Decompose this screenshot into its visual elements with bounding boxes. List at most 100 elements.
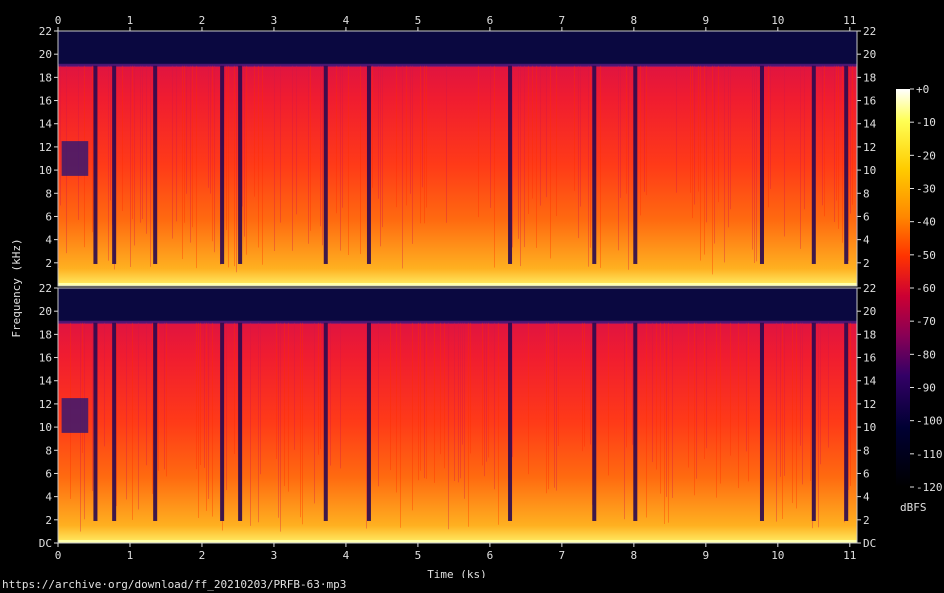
texture-streak [704, 65, 705, 255]
texture-streak [792, 322, 793, 504]
texture-streak [486, 322, 487, 462]
y-tick-label: 8 [45, 444, 52, 457]
quiet-segment [153, 65, 158, 264]
texture-streak [60, 65, 61, 206]
texture-streak [770, 65, 771, 189]
quiet-segment [366, 65, 371, 264]
texture-streak [796, 322, 797, 509]
texture-streak [646, 65, 647, 196]
y-tick-label: DC [863, 537, 876, 550]
texture-streak [226, 65, 227, 230]
quiet-segment [759, 65, 764, 264]
x-tick-label: 9 [703, 549, 710, 562]
texture-streak [640, 65, 641, 216]
texture-streak [512, 65, 513, 248]
texture-streak [546, 322, 547, 494]
quiet-segment [633, 322, 638, 521]
x-tick-label: 3 [271, 549, 278, 562]
texture-streak [234, 65, 235, 267]
texture-streak [182, 65, 183, 260]
texture-streak [130, 65, 131, 267]
texture-streak [412, 65, 413, 244]
texture-streak [292, 65, 293, 251]
texture-streak [132, 322, 133, 520]
x-tick-label: 2 [199, 549, 206, 562]
texture-streak [234, 322, 235, 454]
texture-streak [420, 65, 421, 224]
texture-streak [196, 322, 197, 470]
texture-streak [752, 65, 753, 250]
texture-streak [152, 322, 153, 494]
texture-streak [250, 322, 251, 526]
colorbar-tick-label: -100 [916, 415, 943, 428]
texture-streak [780, 322, 781, 477]
texture-streak [512, 322, 513, 458]
y-tick-label: 10 [39, 164, 52, 177]
texture-streak [380, 65, 381, 247]
energy-band-ch2 [58, 322, 857, 543]
texture-streak [518, 65, 519, 239]
texture-streak [164, 322, 165, 470]
texture-streak [262, 65, 263, 265]
colorbar-tick-label: -50 [916, 249, 936, 262]
quiet-segment [323, 65, 328, 264]
texture-streak [810, 322, 811, 481]
y-tick-label: 20 [39, 48, 52, 61]
texture-streak [204, 322, 205, 468]
y-tick-label: 14 [863, 375, 877, 388]
quiet-segment [93, 322, 98, 521]
texture-streak [336, 65, 337, 214]
texture-streak [558, 322, 559, 446]
colorbar-tick-label: +0 [916, 83, 929, 96]
texture-streak [462, 322, 463, 445]
texture-streak [696, 322, 697, 479]
texture-streak [236, 65, 237, 273]
texture-streak [296, 65, 297, 215]
colorbar-label: dBFS [900, 501, 927, 514]
texture-streak [668, 322, 669, 523]
y-tick-label: 6 [863, 467, 870, 480]
texture-streak [212, 322, 213, 517]
quiet-segment [220, 65, 225, 264]
quiet-segment [811, 65, 816, 264]
y-tick-label: 20 [863, 48, 876, 61]
texture-streak [656, 322, 657, 470]
dc-band-ch2 [58, 540, 857, 543]
texture-streak [348, 65, 349, 255]
texture-streak [850, 322, 851, 486]
y-tick-label: 20 [863, 305, 876, 318]
texture-streak [838, 65, 839, 229]
texture-streak [310, 65, 311, 231]
texture-streak [756, 65, 757, 262]
texture-streak [228, 65, 229, 268]
texture-streak [548, 322, 549, 490]
texture-streak [800, 65, 801, 249]
texture-streak [320, 65, 321, 227]
texture-streak [660, 322, 661, 494]
y-tick-label: 10 [39, 421, 52, 434]
texture-streak [784, 322, 785, 476]
texture-streak [784, 65, 785, 237]
texture-streak [366, 322, 367, 529]
texture-streak [258, 65, 259, 248]
texture-streak [626, 322, 627, 448]
texture-streak [200, 322, 201, 466]
texture-streak [676, 65, 677, 193]
texture-streak [402, 65, 403, 269]
quiet-segment [508, 322, 513, 521]
texture-streak [208, 65, 209, 188]
texture-streak [738, 322, 739, 489]
intro-low-energy-ch1 [61, 141, 89, 176]
quiet-segment [112, 322, 117, 521]
texture-streak [424, 65, 425, 224]
texture-streak [802, 322, 803, 485]
texture-streak [426, 65, 427, 208]
y-tick-label: 2 [45, 257, 52, 270]
texture-streak [822, 65, 823, 206]
quiet-segment [153, 322, 158, 521]
y-tick-label: 14 [863, 118, 877, 131]
y-tick-label: 4 [863, 491, 870, 504]
y-tick-label: 12 [863, 141, 876, 154]
